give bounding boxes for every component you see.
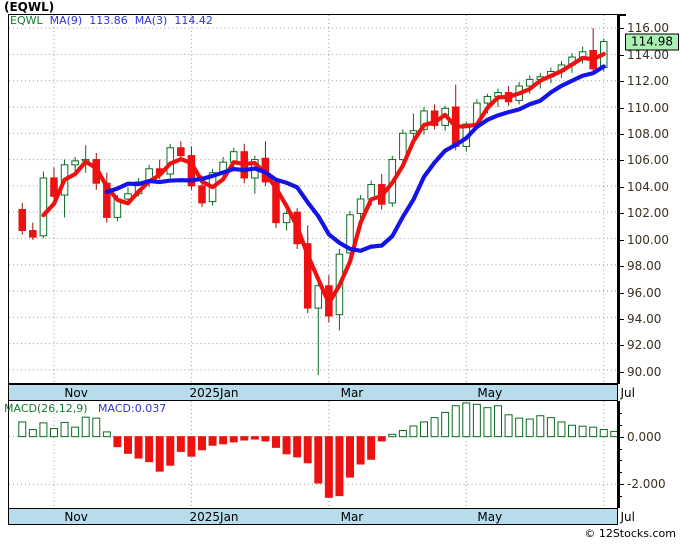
price-tick-label: 114.00 (627, 47, 669, 62)
date-axis-bottom: Nov2025JanMarMayJulSep (8, 508, 635, 525)
macd-axis-line (618, 401, 620, 508)
legend-symbol: EQWL (10, 14, 43, 27)
price-minor-tick (618, 371, 622, 373)
copyright-footer: © 12Stocks.com (584, 527, 676, 540)
price-chart-panel[interactable] (8, 14, 618, 384)
price-minor-tick (618, 107, 622, 109)
axis-cap (618, 14, 626, 16)
price-minor-tick (618, 318, 622, 320)
macd-legend: MACD(26,12,9) MACD:0.037 (4, 403, 166, 415)
price-tick-label: 100.00 (627, 232, 669, 247)
last-price-badge: 114.98 (625, 33, 679, 51)
price-tick-label: 90.00 (627, 364, 662, 379)
price-axis-line (618, 14, 620, 384)
price-legend: EQWL MA(9) 113.86 MA(3) 114.42 (10, 15, 213, 27)
macd-minor-tick (618, 472, 622, 474)
price-minor-tick (618, 292, 622, 294)
macd-minor-tick (618, 496, 622, 498)
price-tick-label: 106.00 (627, 153, 669, 168)
date-label: Mar (340, 510, 364, 524)
price-minor-tick (618, 160, 622, 162)
price-tick-label: 96.00 (627, 285, 662, 300)
price-tick-label: 116.00 (627, 21, 669, 36)
price-axis: 114.98 90.00 92.00 94.00 96.00 98.00 100.00 10… (618, 14, 680, 384)
macd-tick-label: 0.000 (627, 429, 662, 444)
macd-minor-tick (618, 424, 622, 426)
price-tick-label: 102.00 (627, 206, 669, 221)
macd-tick-label: -2.000 (627, 477, 666, 492)
date-label: Jul (620, 386, 635, 400)
macd-name: MACD(26,12,9) (4, 402, 88, 415)
price-tick-label: 112.00 (627, 74, 669, 89)
macd-tick (618, 436, 624, 438)
date-label: Mar (340, 386, 364, 400)
price-minor-tick (618, 345, 622, 347)
price-plot-svg (9, 15, 617, 383)
date-label: May (477, 510, 503, 524)
macd-value: MACD:0.037 (98, 402, 167, 415)
date-label: Jul (620, 510, 635, 524)
price-minor-tick (618, 133, 622, 135)
chart-title: (EQWL) (4, 0, 55, 14)
date-label: Nov (64, 386, 88, 400)
macd-tick (618, 484, 624, 486)
macd-axis: 0.000 -2.000 (618, 401, 680, 508)
price-minor-tick (618, 81, 622, 83)
macd-chart-panel[interactable] (8, 401, 618, 508)
price-tick-label: 92.00 (627, 338, 662, 353)
price-tick-label: 110.00 (627, 100, 669, 115)
date-label: Nov (64, 510, 88, 524)
date-label: 2025Jan (189, 386, 239, 400)
legend-ma9-label: MA(9) (49, 14, 83, 27)
price-minor-tick (618, 28, 622, 30)
price-tick-label: 94.00 (627, 311, 662, 326)
legend-ma3-value: 114.42 (174, 14, 213, 27)
legend-ma3-label: MA(3) (134, 14, 168, 27)
date-label: May (477, 386, 503, 400)
price-tick-label: 104.00 (627, 179, 669, 194)
price-minor-tick (618, 213, 622, 215)
date-axis-top: Nov2025JanMarMayJulSep (8, 384, 635, 401)
price-minor-tick (618, 186, 622, 188)
macd-plot-svg (9, 401, 617, 508)
macd-minor-tick (618, 412, 622, 414)
price-minor-tick (618, 266, 622, 268)
legend-ma9-value: 113.86 (89, 14, 128, 27)
price-tick-label: 98.00 (627, 259, 662, 274)
macd-minor-tick (618, 448, 622, 450)
price-minor-tick (618, 239, 622, 241)
price-minor-tick (618, 54, 622, 56)
price-tick-label: 108.00 (627, 126, 669, 141)
date-label: 2025Jan (189, 510, 239, 524)
macd-minor-tick (618, 460, 622, 462)
